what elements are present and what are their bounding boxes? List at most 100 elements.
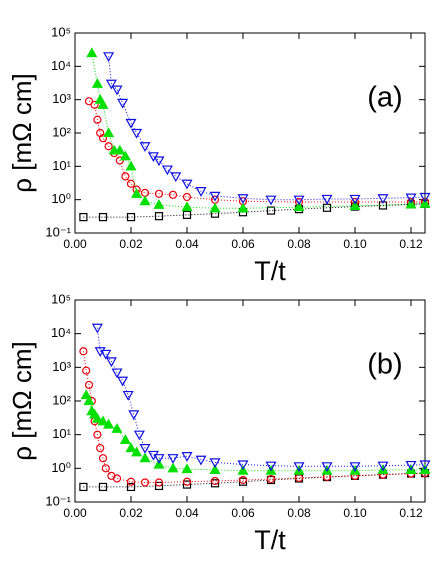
x-tick-label: 0.02 [119, 237, 143, 251]
marker [131, 446, 143, 457]
marker [103, 418, 115, 429]
marker [114, 144, 126, 155]
series-line [108, 56, 425, 201]
marker [111, 368, 123, 379]
x-tick-label: 0.10 [343, 506, 367, 520]
marker [405, 460, 417, 471]
x-axis-title: T/t [254, 525, 286, 555]
marker [147, 450, 159, 461]
marker [103, 127, 115, 138]
x-tick-label: 0.02 [119, 506, 143, 520]
x-tick-label: 0.06 [231, 237, 255, 251]
marker [161, 165, 173, 176]
marker [377, 461, 389, 472]
marker [115, 156, 124, 165]
panel-label: (b) [367, 349, 402, 381]
marker [182, 210, 192, 219]
y-tick-label: 10⁵ [51, 291, 71, 306]
y-tick-label: 10² [52, 392, 71, 407]
marker [125, 160, 137, 171]
marker [237, 194, 249, 205]
marker [131, 128, 143, 139]
marker [238, 475, 248, 485]
marker [209, 464, 221, 474]
marker [405, 193, 417, 204]
x-tick-label: 0.12 [399, 506, 423, 520]
y-tick-label: 10⁻¹ [45, 224, 71, 239]
marker [112, 474, 122, 483]
marker [140, 478, 150, 487]
marker [82, 366, 91, 375]
marker [181, 179, 193, 190]
marker [266, 474, 276, 484]
marker [93, 115, 102, 124]
y-tick-label: 10² [52, 124, 71, 139]
plot-frame [74, 299, 426, 503]
marker [419, 192, 431, 203]
marker [121, 172, 130, 181]
series-line [82, 351, 425, 483]
marker [167, 454, 179, 464]
marker [139, 142, 151, 152]
marker [84, 97, 94, 106]
marker [97, 415, 109, 426]
y-tick-label: 10³ [52, 91, 71, 106]
marker [126, 482, 136, 492]
series-line [85, 394, 425, 472]
y-tick-label: 10³ [52, 359, 71, 374]
y-tick-label: 10⁻¹ [45, 493, 71, 508]
x-tick-label: 0.04 [175, 237, 199, 251]
marker [101, 464, 110, 473]
x-tick-label: 0.08 [287, 506, 311, 520]
marker [97, 99, 109, 109]
marker [153, 199, 165, 209]
marker [321, 194, 333, 205]
marker [79, 212, 88, 222]
x-tick-label: 0.08 [287, 237, 311, 251]
x-axis-title: T/t [254, 256, 286, 286]
y-tick-label: 10¹ [52, 158, 71, 173]
marker [419, 460, 431, 471]
marker [83, 395, 95, 406]
marker [117, 376, 129, 387]
marker [405, 198, 417, 209]
marker [153, 156, 165, 167]
marker [182, 480, 192, 489]
marker [195, 455, 207, 466]
marker [111, 85, 123, 96]
marker [98, 482, 108, 492]
marker [131, 188, 143, 198]
y-tick-label: 10⁰ [51, 460, 71, 475]
y-tick-label: 10⁴ [51, 325, 71, 340]
marker [128, 410, 140, 421]
marker [117, 98, 129, 109]
x-tick-label: 0.06 [231, 506, 255, 520]
marker [103, 52, 115, 63]
marker [349, 194, 361, 205]
marker [105, 357, 117, 368]
marker [133, 430, 145, 441]
y-tick-label: 10⁰ [51, 191, 71, 206]
marker [419, 198, 431, 208]
x-tick-label: 0.12 [399, 237, 423, 251]
marker [105, 79, 117, 90]
panel-label: (a) [367, 82, 402, 114]
marker [182, 477, 192, 486]
marker [119, 150, 131, 161]
x-tick-label: 0.10 [343, 237, 367, 251]
marker [98, 212, 108, 222]
marker [170, 172, 182, 183]
marker [195, 187, 207, 197]
marker [154, 189, 164, 198]
marker [125, 118, 137, 129]
marker [93, 430, 102, 439]
marker [91, 412, 103, 423]
marker [139, 195, 151, 206]
marker [139, 452, 151, 463]
y-tick-label: 10⁵ [51, 24, 71, 39]
marker [91, 323, 103, 334]
marker [154, 212, 164, 221]
marker [237, 202, 249, 213]
